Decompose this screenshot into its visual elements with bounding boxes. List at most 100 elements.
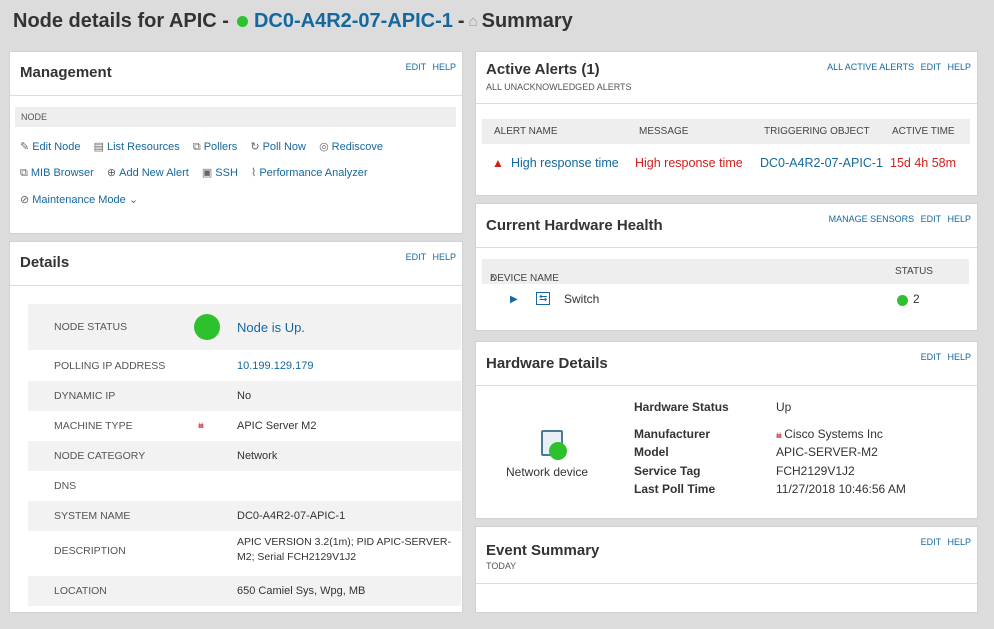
plus-circle-icon: ⊕ (106, 167, 117, 179)
edit-link[interactable]: EDIT (405, 252, 426, 262)
polling-ip-link[interactable]: 10.199.129.179 (237, 360, 314, 372)
node-name-link[interactable]: DC0-A4R2-07-APIC-1 (253, 10, 453, 32)
edit-link[interactable]: EDIT (920, 537, 941, 547)
detail-label: LOCATION (54, 585, 107, 597)
hw-value: FCH2129V1J2 (776, 464, 855, 478)
details-actions: EDIT HELP (402, 252, 456, 262)
help-link[interactable]: HELP (947, 62, 971, 72)
performance-icon: ⌇ (250, 167, 257, 179)
hw-label: Manufacturer (634, 427, 711, 441)
refresh-icon: ↻ (250, 141, 260, 153)
help-link[interactable]: HELP (432, 252, 456, 262)
performance-analyzer-label: Performance Analyzer (259, 167, 368, 179)
maintenance-mode-label: Maintenance Mode (32, 194, 126, 206)
help-link[interactable]: HELP (947, 214, 971, 224)
hw-label: Last Poll Time (634, 482, 716, 496)
device-name: Switch (564, 292, 600, 306)
hw-label: Model (634, 445, 669, 459)
all-active-alerts-link[interactable]: ALL ACTIVE ALERTS (827, 62, 915, 72)
node-status-dot-icon (236, 16, 248, 27)
col-status[interactable]: STATUS (895, 266, 933, 277)
event-summary-title: Event Summary (486, 542, 600, 559)
detail-value: No (237, 390, 252, 402)
hw-label: Hardware Status (634, 400, 729, 414)
edit-link[interactable]: EDIT (405, 62, 426, 72)
col-alert-name[interactable]: ALERT NAME (494, 126, 558, 137)
active-alerts-panel: Active Alerts (1) ALL UNACKNOWLEDGED ALE… (475, 51, 978, 196)
col-message[interactable]: MESSAGE (639, 126, 689, 137)
list-resources-label: List Resources (107, 141, 180, 153)
manage-sensors-link[interactable]: MANAGE SENSORS (828, 214, 915, 224)
description-line-1: APIC VERSION 3.2(1m); PID APIC-SERVER- (237, 536, 451, 548)
poll-now-label: Poll Now (262, 141, 306, 153)
help-link[interactable]: HELP (432, 62, 456, 72)
rediscover-button[interactable]: ◎ Rediscove (319, 141, 383, 153)
alerts-table-header: ALERT NAME MESSAGE TRIGGERING OBJECT ACT… (482, 119, 970, 144)
hardware-details-title: Hardware Details (486, 355, 608, 372)
chevron-down-icon[interactable]: ⌄ (128, 194, 139, 206)
alerts-subtitle: ALL UNACKNOWLEDGED ALERTS (486, 82, 632, 92)
edit-node-button[interactable]: ✎ Edit Node (20, 141, 81, 153)
help-link[interactable]: HELP (947, 537, 971, 547)
switch-icon: ⇆ (536, 292, 551, 305)
details-panel: Details EDIT HELP NODE STATUS Node is Up… (9, 241, 463, 613)
warning-icon: ▲ (492, 156, 504, 170)
title-view: Summary (481, 10, 573, 32)
detail-label: MACHINE TYPE (54, 420, 133, 432)
expand-icon[interactable]: ▶ (510, 294, 518, 305)
hardware-details-header: Hardware Details EDIT HELP (476, 342, 977, 386)
ssh-label: SSH (215, 167, 238, 179)
hardware-health-header: Current Hardware Health MANAGE SENSORS E… (476, 204, 977, 248)
detail-row-node-status: NODE STATUS Node is Up. (28, 304, 461, 350)
col-device-name-label: DEVICE NAME (490, 273, 559, 284)
hardware-details-panel: Hardware Details EDIT HELP Network devic… (475, 341, 978, 519)
performance-analyzer-button[interactable]: ⌇ Performance Analyzer (251, 167, 368, 179)
col-triggering-object[interactable]: TRIGGERING OBJECT (764, 126, 870, 137)
detail-row-machine-type: MACHINE TYPE ılıılı APIC Server M2 (28, 411, 461, 441)
hardware-details-actions: EDIT HELP (917, 352, 971, 362)
title-separator: - (457, 10, 465, 32)
management-actions: EDIT HELP (402, 62, 456, 72)
detail-label: NODE STATUS (54, 321, 128, 333)
management-actions-row-3: ⊘ Maintenance Mode ⌄ (20, 193, 151, 206)
detail-value: APIC Server M2 (237, 420, 317, 432)
edit-node-label: Edit Node (32, 141, 81, 153)
edit-link[interactable]: EDIT (920, 62, 941, 72)
maintenance-mode-button[interactable]: ⊘ Maintenance Mode ⌄ (20, 194, 141, 206)
title-prefix: Node details for APIC - (13, 10, 229, 32)
device-up-icon (549, 442, 567, 460)
poll-now-button[interactable]: ↻ Poll Now (250, 141, 306, 153)
details-title: Details (20, 254, 70, 271)
add-new-alert-button[interactable]: ⊕ Add New Alert (107, 167, 189, 179)
rediscover-label: Rediscove (331, 141, 384, 153)
mib-browser-button[interactable]: ⧉ MIB Browser (20, 167, 94, 179)
list-resources-button[interactable]: ▤ List Resources (94, 141, 180, 153)
alerts-actions: ALL ACTIVE ALERTS EDIT HELP (823, 62, 971, 72)
triggering-object-link[interactable]: DC0-A4R2-07-APIC-1 (760, 156, 883, 170)
hardware-health-actions: MANAGE SENSORS EDIT HELP (825, 214, 971, 224)
help-link[interactable]: HELP (947, 352, 971, 362)
edit-link[interactable]: EDIT (920, 214, 941, 224)
event-summary-panel: Event Summary TODAY EDIT HELP (475, 526, 978, 613)
pencil-icon: ✎ (20, 141, 30, 153)
col-active-time[interactable]: ACTIVE TIME (892, 126, 955, 137)
hw-label: Service Tag (634, 464, 701, 478)
network-device-icon (541, 430, 567, 460)
detail-value: DC0-A4R2-07-APIC-1 (237, 510, 346, 522)
table-row: ▶ ⇆ Switch 2 (482, 292, 969, 312)
hw-value: 11/27/2018 10:46:56 AM (776, 482, 906, 496)
management-title: Management (20, 64, 112, 81)
detail-row-polling-ip: POLLING IP ADDRESS 10.199.129.179 (28, 351, 461, 381)
pollers-button[interactable]: ⧉ Pollers (193, 141, 237, 153)
edit-link[interactable]: EDIT (920, 352, 941, 362)
rediscover-icon: ◎ (319, 141, 329, 153)
hw-value: APIC-SERVER-M2 (776, 445, 878, 459)
ssh-button[interactable]: ▣ SSH (202, 167, 238, 179)
node-status-icon (194, 314, 220, 340)
table-row: ▲ High response time High response time … (482, 156, 972, 174)
page-title: Node details for APIC - DC0-A4R2-07-APIC… (13, 10, 573, 33)
hardware-health-title: Current Hardware Health (486, 217, 663, 234)
hardware-health-panel: Current Hardware Health MANAGE SENSORS E… (475, 203, 978, 331)
event-summary-subtitle: TODAY (486, 561, 517, 571)
alert-name-link[interactable]: High response time (511, 156, 619, 170)
